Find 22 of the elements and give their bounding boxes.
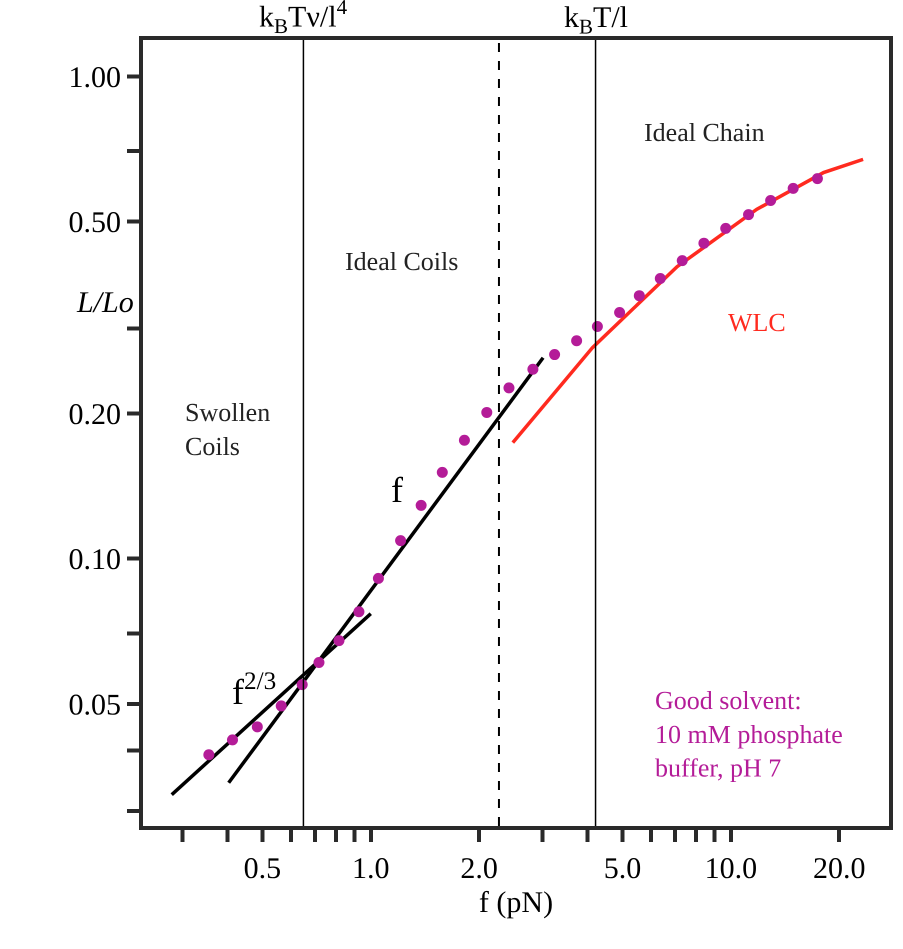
x-tick-label: 20.0: [812, 852, 866, 885]
annotation: Good solvent: 10 mM phosphate buffer, pH 7: [655, 686, 843, 783]
x-tick-label: 2.0: [460, 852, 498, 885]
y-axis-title: L/Lo: [76, 286, 134, 319]
ref-line-label: k$_{B}$T/l: [564, 1, 628, 38]
ref-line-label: k$_{B}$Tν/l$^{4}$: [259, 0, 348, 38]
x-tick-label: 1.0: [352, 852, 390, 885]
x-tick-label: 5.0: [604, 852, 642, 885]
annotation: f: [391, 470, 403, 510]
annotation: f$^{2/3}$: [232, 668, 276, 712]
annotation: WLC: [728, 308, 786, 337]
x-axis-title: f (pN): [478, 886, 554, 919]
annotation: Ideal Chain: [644, 118, 765, 147]
y-tick-label: 1.00: [68, 60, 121, 94]
y-tick-label: 0.50: [68, 206, 121, 240]
annotation: Ideal Coils: [345, 247, 458, 276]
x-tick-label: 0.5: [244, 852, 282, 885]
y-tick-label: 0.05: [68, 688, 121, 722]
y-tick-label: 0.10: [68, 543, 121, 576]
annotation: Swollen Coils: [185, 398, 270, 461]
y-tick-label: 0.20: [68, 398, 121, 431]
x-tick-label: 10.0: [704, 852, 758, 885]
